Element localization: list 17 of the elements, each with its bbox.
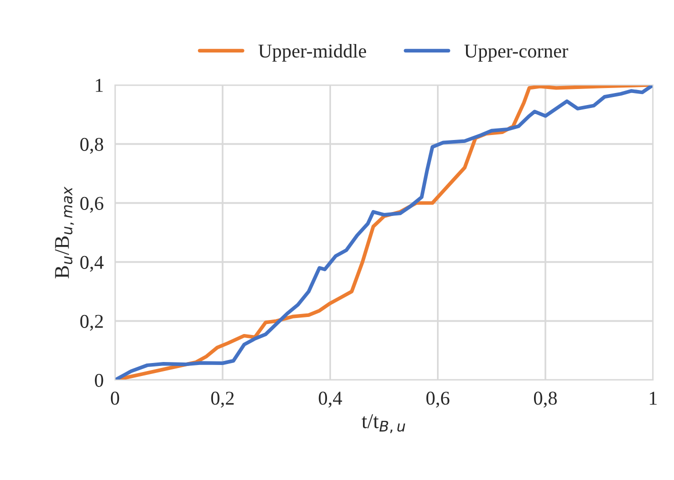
x-tick-label: 1 bbox=[650, 392, 657, 405]
legend-label: Upper-middle bbox=[258, 44, 366, 62]
y-tick-label: 0,4 bbox=[80, 256, 104, 272]
y-tick-label: 1 bbox=[96, 78, 103, 92]
x-tick-label: 0,4 bbox=[318, 392, 342, 408]
x-tick-label: 0 bbox=[110, 392, 120, 405]
line-series bbox=[115, 85, 653, 380]
y-tick-label: 0,8 bbox=[80, 138, 104, 154]
y-axis-title: B$_{u}$/B$_{u,max}$ bbox=[55, 186, 74, 278]
y-tick-label: 0,6 bbox=[80, 196, 104, 213]
y-tick-label: 0 bbox=[94, 374, 104, 387]
x-tick-label: 0,2 bbox=[211, 392, 234, 408]
x-tick-label: 0,8 bbox=[534, 392, 557, 408]
x-axis-title: t/t$_{B,u}$ bbox=[362, 414, 406, 434]
y-tick-label: 0,2 bbox=[80, 314, 103, 331]
legend-label: Upper-corner bbox=[464, 44, 568, 62]
x-tick-label: 0,6 bbox=[426, 392, 450, 408]
